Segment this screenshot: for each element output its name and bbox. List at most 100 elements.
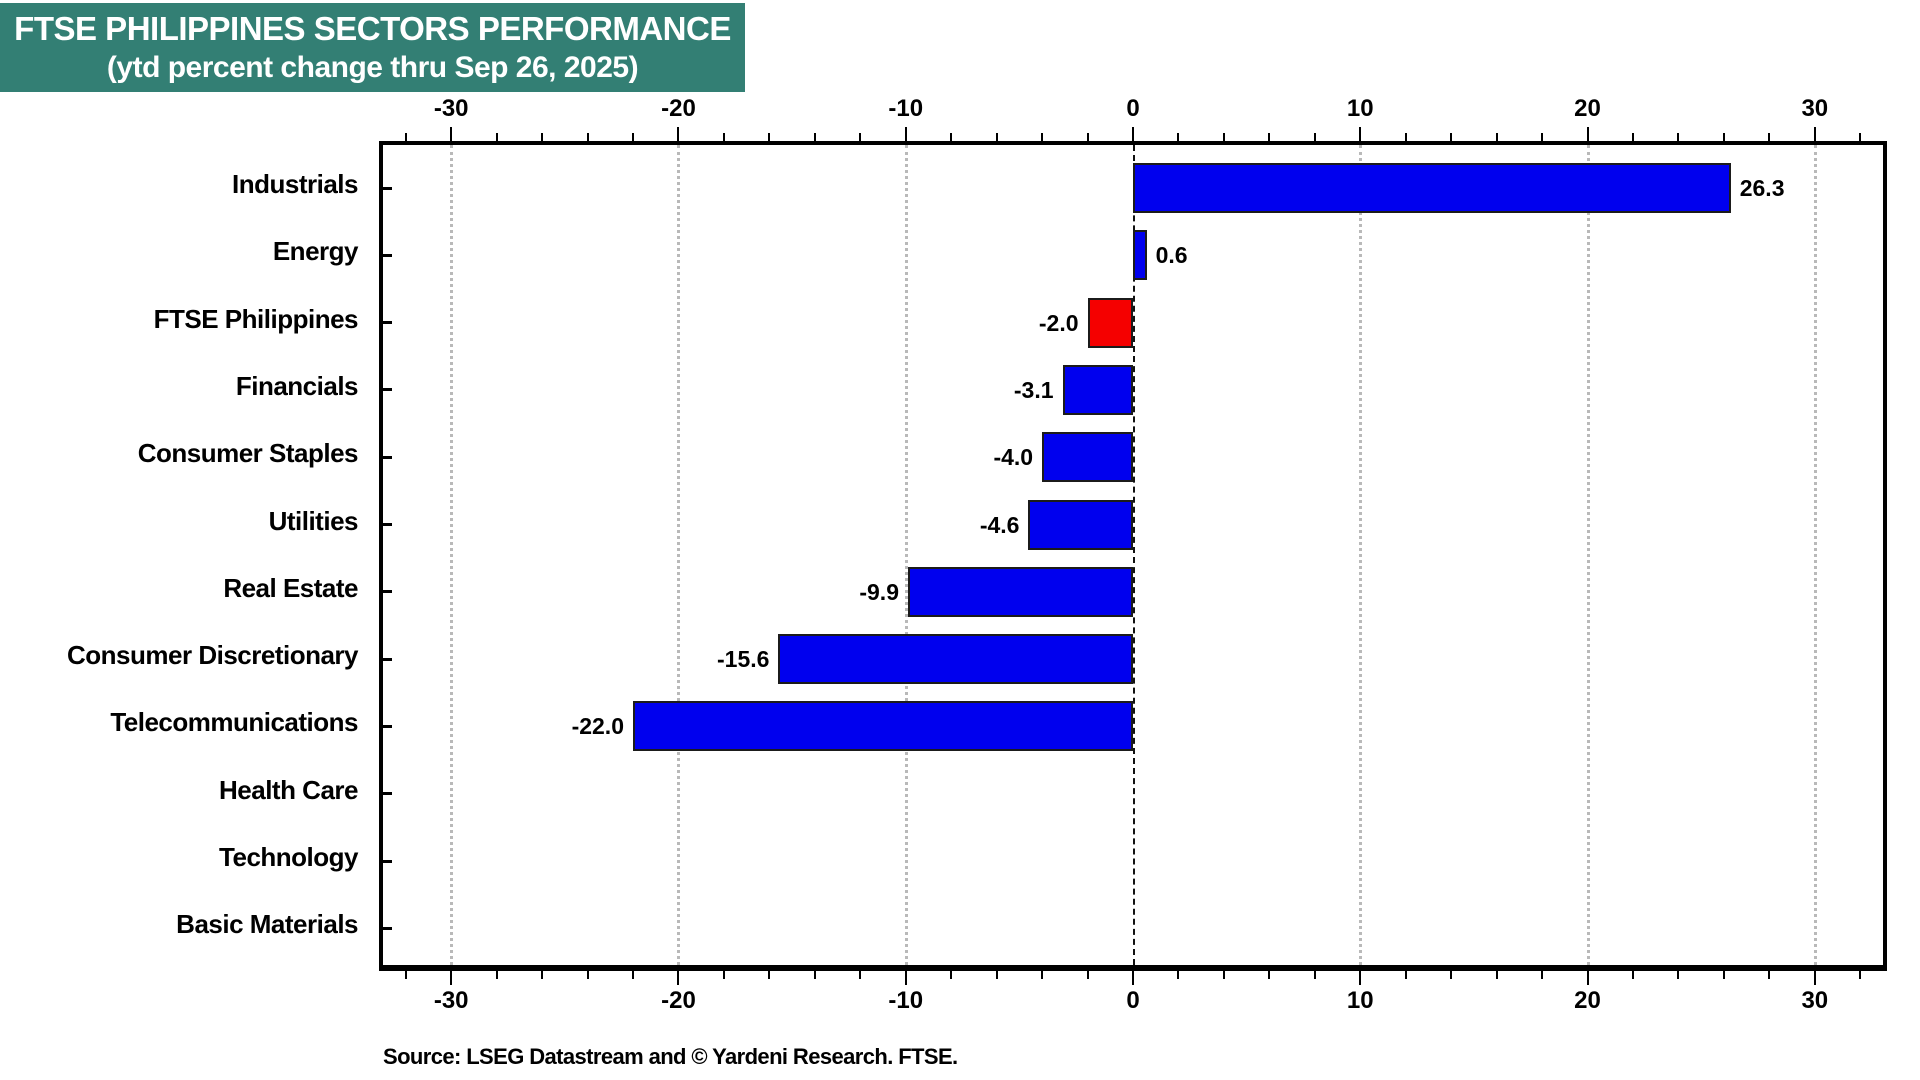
value-label-real-estate: -9.9 [859,578,899,605]
x-axis-label-bottom--10: -10 [888,987,924,1014]
x-minor-tick-top-6 [1268,133,1271,141]
x-major-tick-top--20 [677,127,680,141]
x-minor-tick-bottom--14 [813,971,816,979]
bar-financials [1062,364,1133,415]
bar-utilities [1028,499,1133,550]
x-minor-tick-bottom--8 [950,971,953,979]
bar-telecommunications [633,701,1133,752]
gridline--30 [450,145,454,965]
x-minor-tick-top--32 [404,133,407,141]
x-minor-tick-top-8 [1313,133,1316,141]
row-tick-consumer-discretionary [383,657,392,661]
category-label-ftse-philippines: FTSE Philippines [153,303,359,334]
category-label-utilities: Utilities [268,505,359,536]
row-tick-energy [383,253,392,257]
x-minor-tick-top--6 [995,133,998,141]
category-label-health-care: Health Care [219,774,359,805]
chart-title: FTSE PHILIPPINES SECTORS PERFORMANCE [14,10,731,47]
x-minor-tick-bottom--2 [1086,971,1089,979]
x-minor-tick-top--14 [813,133,816,141]
gridline-20 [1586,145,1590,965]
x-minor-tick-top-2 [1177,133,1180,141]
x-major-tick-bottom-30 [1813,971,1816,985]
x-minor-tick-top-26 [1722,133,1725,141]
x-axis-label-top-0: 0 [1126,95,1140,122]
x-minor-tick-bottom-4 [1222,971,1225,979]
x-minor-tick-top--24 [586,133,589,141]
x-minor-tick-top--12 [859,133,862,141]
category-label-financials: Financials [235,370,359,401]
bar-ftse-philippines [1087,297,1133,348]
x-minor-tick-top-22 [1632,133,1634,141]
category-label-consumer-staples: Consumer Staples [137,438,359,469]
x-axis-label-bottom-20: 20 [1574,987,1601,1014]
x-axis-label-top-20: 20 [1574,95,1601,122]
value-label-ftse-philippines: -2.0 [1038,309,1079,336]
x-minor-tick-top--16 [768,133,771,141]
x-axis-label-bottom--20: -20 [661,987,696,1014]
x-minor-tick-top--18 [722,133,725,141]
x-minor-tick-bottom-14 [1450,971,1453,979]
row-tick-consumer-staples [383,455,392,459]
x-major-tick-top-20 [1586,127,1589,141]
category-axis-labels: Industrials Energy FTSE Philippines Financi… [0,141,366,961]
x-minor-tick-bottom--12 [859,971,862,979]
x-major-tick-bottom-20 [1586,971,1589,985]
category-label-consumer-discretionary: Consumer Discretionary [67,640,358,671]
bar-energy [1133,230,1147,281]
x-minor-tick-top--26 [541,133,544,141]
x-minor-tick-bottom-24 [1677,971,1680,979]
x-minor-tick-bottom-2 [1177,971,1180,979]
x-axis-label-top--10: -10 [888,95,924,122]
x-major-tick-bottom-10 [1359,971,1362,985]
x-minor-tick-bottom-32 [1859,971,1862,979]
category-label-basic-materials: Basic Materials [176,909,358,940]
category-label-industrials: Industrials [232,169,358,199]
x-minor-tick-top-28 [1768,133,1771,141]
x-major-tick-bottom-0 [1132,971,1134,985]
bar-industrials [1133,163,1731,213]
x-minor-tick-bottom--18 [722,971,725,979]
category-label-energy: Energy [272,236,359,267]
x-axis-label-top--20: -20 [661,95,696,122]
value-label-telecommunications: -22.0 [571,713,624,740]
x-minor-tick-bottom--16 [768,971,771,979]
x-minor-tick-bottom-16 [1495,971,1498,979]
category-label-technology: Technology [219,842,358,872]
x-minor-tick-top--2 [1086,133,1089,141]
gridline-10 [1359,145,1363,965]
x-axis-label-top-30: 30 [1801,95,1829,122]
x-major-tick-top--10 [904,127,907,141]
x-minor-tick-bottom-18 [1541,971,1544,979]
row-tick-telecommunications [383,724,392,728]
bar-real-estate [908,566,1133,617]
x-axis-label-bottom-30: 30 [1801,987,1829,1014]
x-minor-tick-top-32 [1859,133,1862,141]
x-minor-tick-top--4 [1041,133,1044,141]
x-minor-tick-top-24 [1677,133,1680,141]
x-axis-label-bottom-0: 0 [1126,987,1140,1014]
x-minor-tick-bottom--28 [495,971,498,979]
x-major-tick-bottom--30 [450,971,453,985]
row-tick-technology [383,859,392,863]
row-tick-basic-materials [383,926,392,930]
value-label-consumer-staples: -4.0 [993,444,1034,471]
x-minor-tick-top--22 [632,133,634,141]
zero-gridline [1133,145,1135,965]
row-tick-real-estate [383,590,392,594]
x-axis-label-bottom--30: -30 [433,987,469,1014]
x-minor-tick-bottom--26 [541,971,544,979]
x-minor-tick-bottom--4 [1041,971,1044,979]
x-minor-tick-top-14 [1450,133,1453,141]
x-minor-tick-bottom--6 [995,971,998,979]
x-minor-tick-top-18 [1541,133,1544,141]
chart-title-block: FTSE PHILIPPINES SECTORS PERFORMANCE (yt… [0,3,745,92]
x-minor-tick-top--28 [495,133,498,141]
category-label-real-estate: Real Estate [223,572,358,603]
x-axis-label-top--30: -30 [433,95,469,122]
value-label-financials: -3.1 [1013,376,1054,403]
row-tick-health-care [383,792,392,796]
gridline-30 [1813,145,1817,965]
row-tick-financials [383,388,392,392]
